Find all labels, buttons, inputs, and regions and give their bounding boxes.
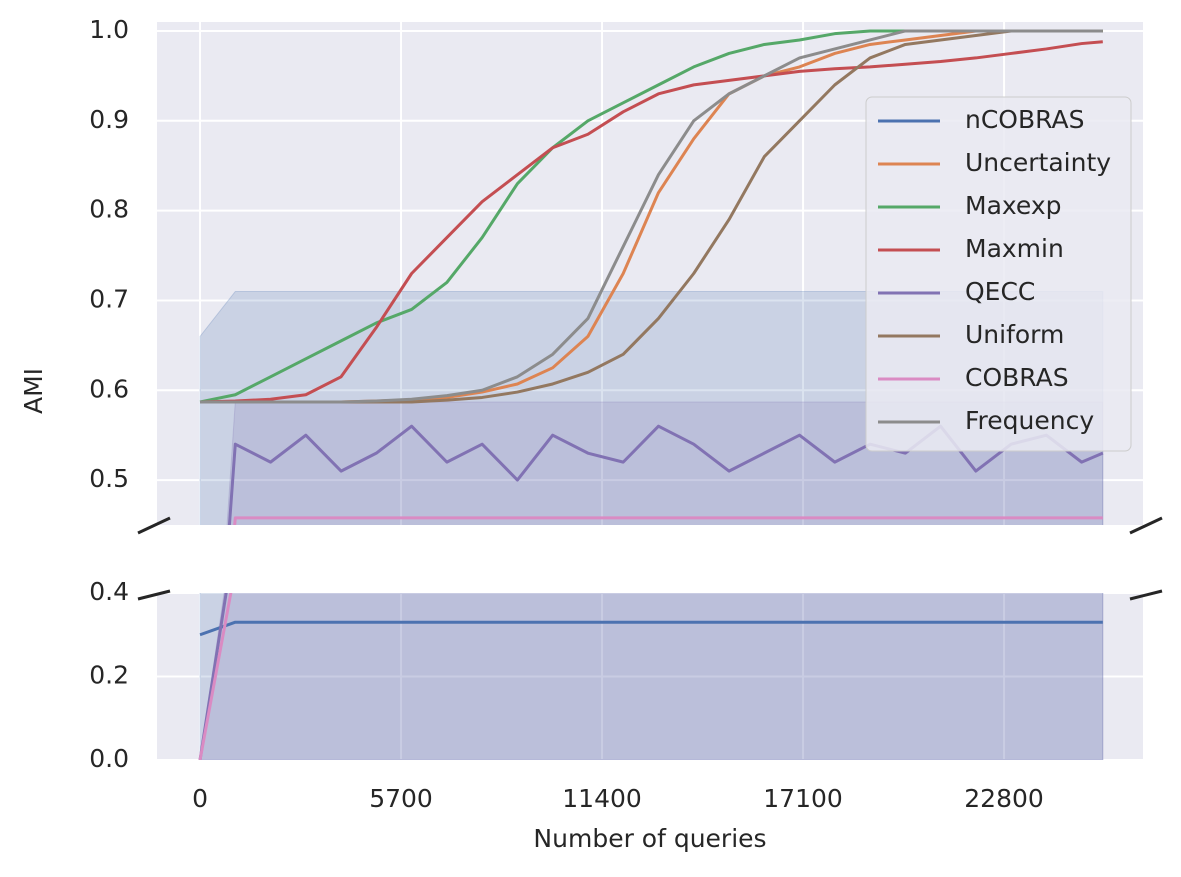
y-tick-label: 0.8 <box>89 195 129 224</box>
legend-label: Maxmin <box>965 234 1064 263</box>
y-tick-label: 0.7 <box>89 284 129 313</box>
series-line <box>233 516 1103 525</box>
legend-label: Uniform <box>965 320 1064 349</box>
legend-label: COBRAS <box>965 363 1069 392</box>
y-tick-label: 0.0 <box>89 744 129 773</box>
legend-label: Uncertainty <box>965 148 1111 177</box>
x-axis-label: Number of queries <box>533 824 766 853</box>
axis-break <box>137 516 1163 601</box>
break-mark <box>137 589 171 601</box>
y-tick-label: 0.2 <box>89 661 129 690</box>
y-tick-label: 0.6 <box>89 374 129 403</box>
legend-label: QECC <box>965 277 1035 306</box>
series-line <box>227 424 1104 525</box>
series-line <box>199 40 1103 404</box>
x-tick-label: 5700 <box>369 784 433 813</box>
y-tick-label: 1.0 <box>89 15 129 44</box>
y-tick-label: 0.9 <box>89 105 129 134</box>
break-mark <box>1129 516 1163 535</box>
legend-label: Frequency <box>965 406 1094 435</box>
series-line <box>199 620 1103 637</box>
x-tick-label: 22800 <box>964 784 1044 813</box>
series-group <box>198 593 1104 760</box>
series-line <box>200 29 1103 404</box>
y-tick-label: 0.5 <box>89 464 129 493</box>
break-mark <box>1129 589 1163 601</box>
x-tick-label: 11400 <box>562 784 642 813</box>
confidence-band <box>199 593 1104 760</box>
layer: 0.5 0.6 0.7 0.8 0.9 1.0 0.0 0.2 0.4 0 5700 11400 171… <box>89 15 1143 813</box>
legend-label: nCOBRAS <box>965 105 1084 134</box>
y-axis-label: AMI <box>19 368 48 414</box>
legend-box <box>865 96 1132 452</box>
legend-label: Maxexp <box>965 191 1062 220</box>
y-tick-label: 0.4 <box>89 577 129 606</box>
x-tick-label: 0 <box>192 784 208 813</box>
x-tick-label: 17100 <box>763 784 843 813</box>
break-mark <box>137 516 171 535</box>
confidence-band <box>199 593 1104 760</box>
